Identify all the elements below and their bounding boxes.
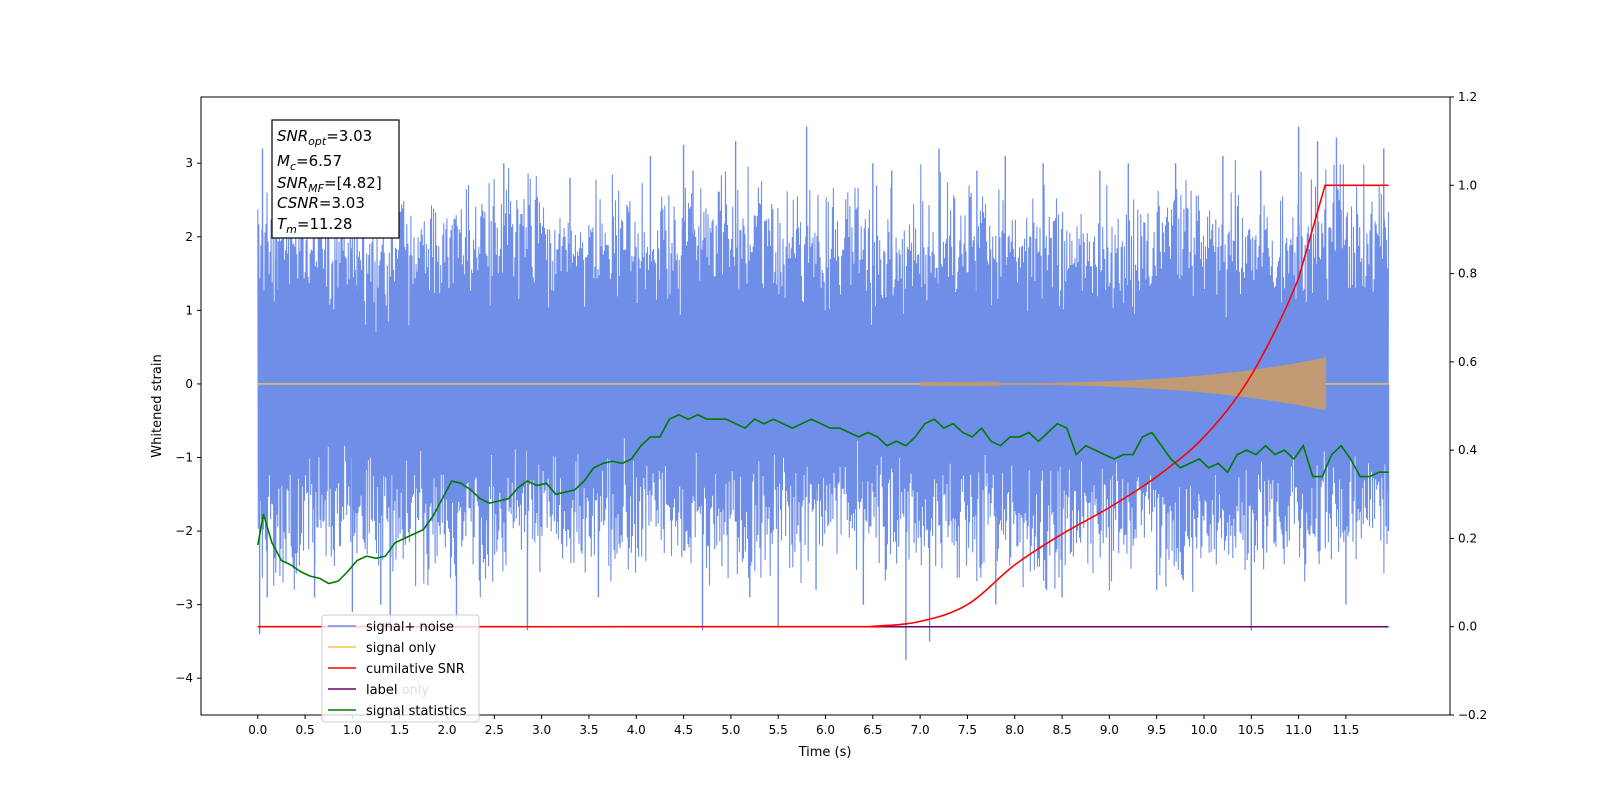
x-tick-label: 4.0 [627, 723, 646, 737]
annot-tm: Tm=11.28 [277, 215, 352, 236]
x-tick-label: 3.0 [532, 723, 551, 737]
y-axis-label: Whitened strain [150, 354, 165, 457]
x-tick-label: 0.0 [248, 723, 267, 737]
x-tick-label: 7.0 [911, 723, 930, 737]
x-tick-label: 1.0 [343, 723, 362, 737]
annot-snr-opt: SNRopt=3.03 [277, 127, 372, 148]
x-tick-label: 9.5 [1147, 723, 1166, 737]
x-tick-label: 2.5 [485, 723, 504, 737]
svg-text:signal only: signal only [366, 641, 436, 656]
annot-mc: Mc=6.57 [277, 152, 342, 173]
legend-item-signal-noise: signal+ noise [328, 620, 454, 635]
svg-text:signal+ noise: signal+ noise [366, 620, 454, 635]
series-signal-noise [257, 160, 1390, 598]
series-cumulative-snr [257, 184, 1389, 628]
legend-item-signal-only: signal only [328, 641, 436, 656]
y-tick-label: 2 [185, 230, 193, 244]
annot-csnr: CSNR=3.03 [277, 194, 365, 212]
annotation-box: SNRopt=3.03 Mc=6.57 SNRMF=[4.82] CSNR=3.… [271, 119, 400, 239]
x-axis-label: Time (s) [798, 745, 852, 760]
svg-text:cumilative SNR: cumilative SNR [366, 662, 465, 677]
x-tick-label: 6.5 [863, 723, 882, 737]
x-tick-label: 11.0 [1285, 723, 1312, 737]
legend-item-cumulative-snr: cumilative SNR [328, 662, 465, 677]
legend-ghost-text: label only [366, 683, 429, 698]
x-tick-label: 5.0 [721, 723, 740, 737]
svg-text:signal statistics: signal statistics [366, 704, 467, 719]
y2-tick-label: −0.2 [1458, 708, 1487, 722]
x-tick-label: 10.0 [1191, 723, 1218, 737]
x-tick-label: 6.0 [816, 723, 835, 737]
x-tick-label: 8.0 [1005, 723, 1024, 737]
legend-item-label: label only label [328, 683, 429, 698]
legend-item-signal-statistics: signal statistics [328, 704, 467, 719]
legend: signal+ noise signal only cumilative SNR… [321, 614, 480, 723]
y-tick-label: 0 [185, 377, 193, 391]
x-tick-label: 5.5 [769, 723, 788, 737]
x-tick-label: 3.5 [579, 723, 598, 737]
x-tick-label: 7.5 [958, 723, 977, 737]
y-tick-label: −4 [175, 671, 193, 685]
y2-tick-label: 1.2 [1458, 90, 1477, 104]
y-tick-label: −3 [175, 598, 193, 612]
y2-tick-label: 0.2 [1458, 531, 1477, 545]
series-signal-statistics [257, 413, 1389, 585]
svg-text:label: label [366, 683, 397, 698]
x-tick-label: 8.5 [1053, 723, 1072, 737]
y-tick-label: 1 [185, 303, 193, 317]
series-signal-only [919, 357, 1326, 411]
y2-tick-label: 0.6 [1458, 355, 1477, 369]
y2-tick-label: 0.0 [1458, 620, 1477, 634]
x-tick-label: 4.5 [674, 723, 693, 737]
annot-snr-mf: SNRMF=[4.82] [277, 174, 382, 195]
y-tick-label: −1 [175, 451, 193, 465]
y-tick-label: 3 [185, 156, 193, 170]
x-tick-label: 10.5 [1238, 723, 1265, 737]
y2-tick-label: 0.4 [1458, 443, 1477, 457]
y-tick-label: −2 [175, 524, 193, 538]
y2-tick-label: 0.8 [1458, 267, 1477, 281]
x-tick-label: 1.5 [390, 723, 409, 737]
y2-tick-label: 1.0 [1458, 178, 1477, 192]
x-tick-label: 9.0 [1100, 723, 1119, 737]
x-tick-label: 0.5 [296, 723, 315, 737]
x-tick-label: 2.0 [437, 723, 456, 737]
x-tick-label: 11.5 [1333, 723, 1360, 737]
